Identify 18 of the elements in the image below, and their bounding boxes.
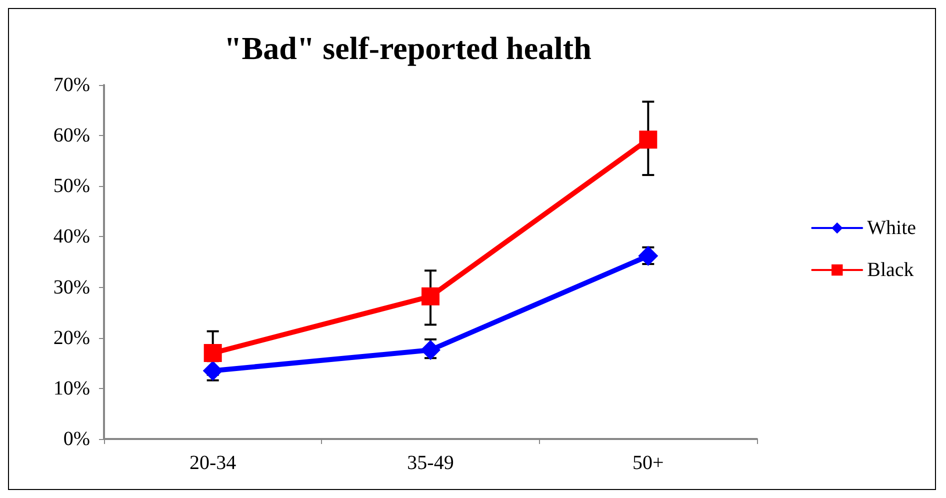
y-tick-label: 50% (53, 175, 90, 198)
chart-title: "Bad" self-reported health (224, 30, 592, 66)
x-tick-label: 35-49 (407, 452, 454, 474)
y-tick-label: 60% (53, 124, 90, 147)
y-tick-label: 70% (53, 74, 90, 96)
point (204, 344, 222, 362)
y-tick-label: 10% (53, 377, 90, 400)
legend-label: Black (867, 259, 914, 281)
point (639, 130, 658, 149)
x-tick-label: 20-34 (189, 452, 236, 474)
legend-label: White (867, 217, 916, 239)
x-tick-label: 50+ (632, 452, 664, 474)
point (420, 340, 440, 360)
y-tick-label: 0% (63, 428, 90, 450)
y-tick-label: 30% (53, 276, 90, 298)
point (422, 287, 440, 306)
y-tick-label: 20% (53, 326, 90, 349)
y-tick-label: 40% (53, 226, 90, 248)
